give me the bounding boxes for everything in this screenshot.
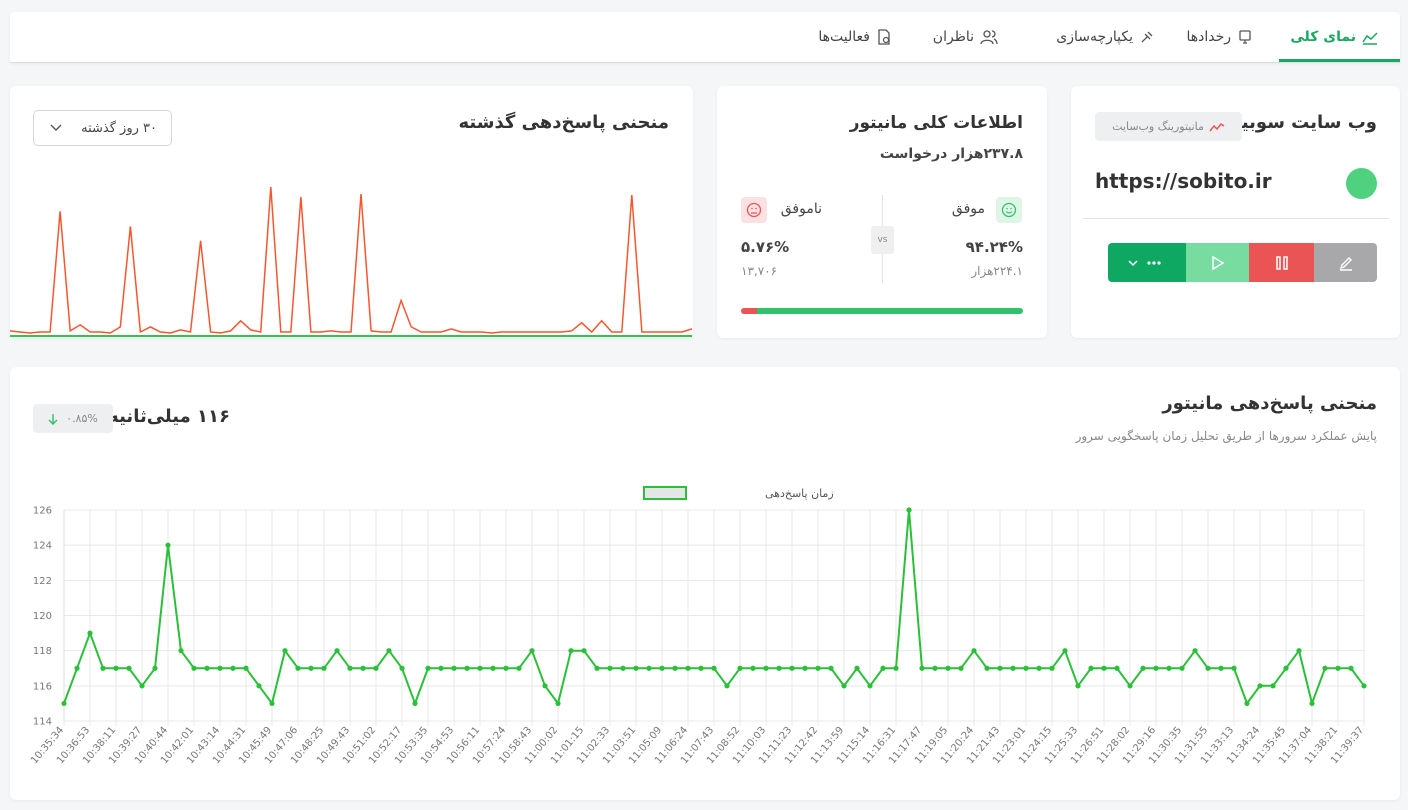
success-percent: ۹۴.۲۴%: [965, 238, 1023, 256]
stats-title: اطلاعات کلی مانیتور: [849, 113, 1023, 133]
response-title: منحنی پاسخ‌دهی مانیتور: [1162, 393, 1377, 414]
change-label: ۰.۸۵%: [66, 412, 98, 425]
ratio-segment: [741, 308, 758, 314]
chevron: [50, 124, 62, 131]
success-label: موفق: [951, 201, 985, 217]
tab-bar: [10, 12, 1400, 63]
tab[interactable]: یکپارچه‌سازی: [1056, 12, 1155, 62]
tab-label: یکپارچه‌سازی: [1056, 29, 1133, 45]
pause-button[interactable]: [1249, 243, 1314, 282]
monitor-badge: مانیتورینگ وب‌سایت: [1095, 112, 1242, 141]
more-button[interactable]: [1108, 243, 1186, 282]
range-label: ۳۰ روز گذشته: [81, 120, 157, 136]
icon: [1001, 202, 1017, 218]
monitor-url[interactable]: https://sobito.ir: [1095, 169, 1272, 193]
edit-button[interactable]: [1314, 243, 1377, 282]
response-current: ۱۱۶ میلی‌ثانیه: [108, 406, 230, 427]
status-dot: [1346, 168, 1377, 199]
tab-icon: [1239, 30, 1251, 44]
badge-icon: [1209, 122, 1225, 131]
tab-icon: [1141, 31, 1153, 43]
tab-label: نمای کلی: [1290, 29, 1356, 45]
vs-label: vs: [871, 226, 894, 254]
tab-icon: [1362, 32, 1378, 45]
tab-label: فعالیت‌ها: [818, 29, 870, 45]
tab[interactable]: ناظران: [933, 12, 998, 62]
change-badge: ۰.۸۵%: [33, 404, 113, 433]
button-icon: [1275, 255, 1288, 270]
response-subtitle: پایش عملکرد سرورها از طریق تحلیل زمان پا…: [1075, 429, 1377, 443]
failure-label: ناموفق: [780, 201, 822, 217]
success-icon: [996, 197, 1022, 223]
tab-label: رخدادها: [1186, 29, 1231, 45]
failure-percent: ۵.۷۶%: [741, 238, 790, 256]
play-button[interactable]: [1186, 243, 1249, 282]
tab[interactable]: فعالیت‌ها: [818, 12, 892, 62]
divider: [1083, 218, 1389, 219]
monitor-title: وب سایت سوبیتو: [1223, 112, 1377, 133]
icon: [746, 202, 762, 218]
button-icon: [1339, 256, 1352, 271]
history-title: منحنی پاسخ‌دهی گذشته: [458, 112, 669, 133]
failure-count: ۱۳,۷۰۶: [741, 264, 778, 278]
stats-requests: ۲۳۷.۸هزار درخواست: [879, 146, 1023, 162]
ratio-segment: [757, 308, 1023, 314]
badge-label: مانیتورینگ وب‌سایت: [1112, 120, 1204, 133]
tab-label: ناظران: [932, 29, 974, 45]
range-dropdown[interactable]: ۳۰ روز گذشته: [33, 110, 172, 146]
tab[interactable]: رخدادها: [1186, 12, 1253, 62]
tab-icon: [980, 30, 998, 45]
ratio-bar: [741, 308, 1023, 314]
button-icon: [1128, 259, 1161, 266]
down-arrow: [48, 413, 58, 425]
tab-icon: [878, 29, 890, 45]
failure-icon: [741, 197, 767, 223]
active-tab-indicator: [1279, 59, 1400, 62]
success-count: ۲۲۴.۱هزار: [971, 264, 1023, 278]
button-icon: [1211, 255, 1224, 270]
tab[interactable]: نمای کلی: [1290, 12, 1378, 62]
